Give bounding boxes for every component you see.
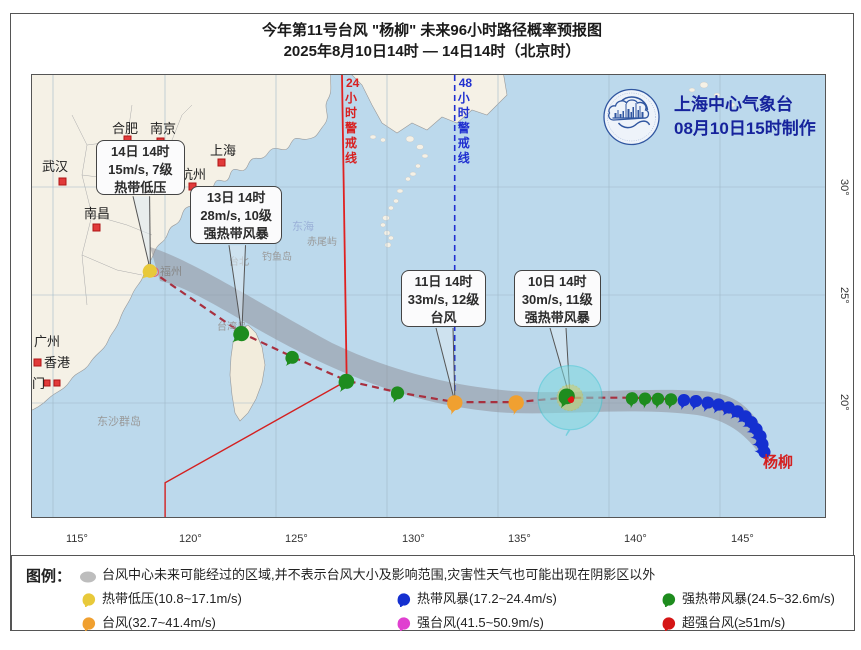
svg-text:杨柳: 杨柳 xyxy=(763,453,793,471)
svg-text:线: 线 xyxy=(458,150,470,165)
svg-text:东海: 东海 xyxy=(292,219,314,233)
svg-text:福州: 福州 xyxy=(160,264,182,278)
svg-text:合肥: 合肥 xyxy=(112,121,138,136)
svg-text:东沙群岛: 东沙群岛 xyxy=(97,414,141,428)
svg-text:南京: 南京 xyxy=(150,121,176,136)
svg-text:武汉: 武汉 xyxy=(42,159,68,174)
svg-text:时: 时 xyxy=(345,105,357,120)
svg-text:广州: 广州 xyxy=(34,334,60,349)
svg-text:警: 警 xyxy=(457,120,470,135)
svg-text:香港: 香港 xyxy=(44,355,70,370)
svg-text:门: 门 xyxy=(32,376,45,391)
svg-text:南昌: 南昌 xyxy=(84,206,110,221)
svg-text:线: 线 xyxy=(345,150,357,165)
svg-text:钓鱼岛: 钓鱼岛 xyxy=(262,250,292,263)
svg-text:警: 警 xyxy=(344,120,357,135)
svg-text:24: 24 xyxy=(346,76,360,90)
svg-text:48: 48 xyxy=(459,76,473,90)
svg-text:戒: 戒 xyxy=(345,135,357,150)
svg-text:小: 小 xyxy=(458,90,470,105)
svg-text:时: 时 xyxy=(458,105,470,120)
svg-text:赤尾屿: 赤尾屿 xyxy=(307,236,337,248)
svg-text:戒: 戒 xyxy=(458,135,470,150)
svg-text:小: 小 xyxy=(345,90,357,105)
svg-text:上海: 上海 xyxy=(210,143,236,158)
